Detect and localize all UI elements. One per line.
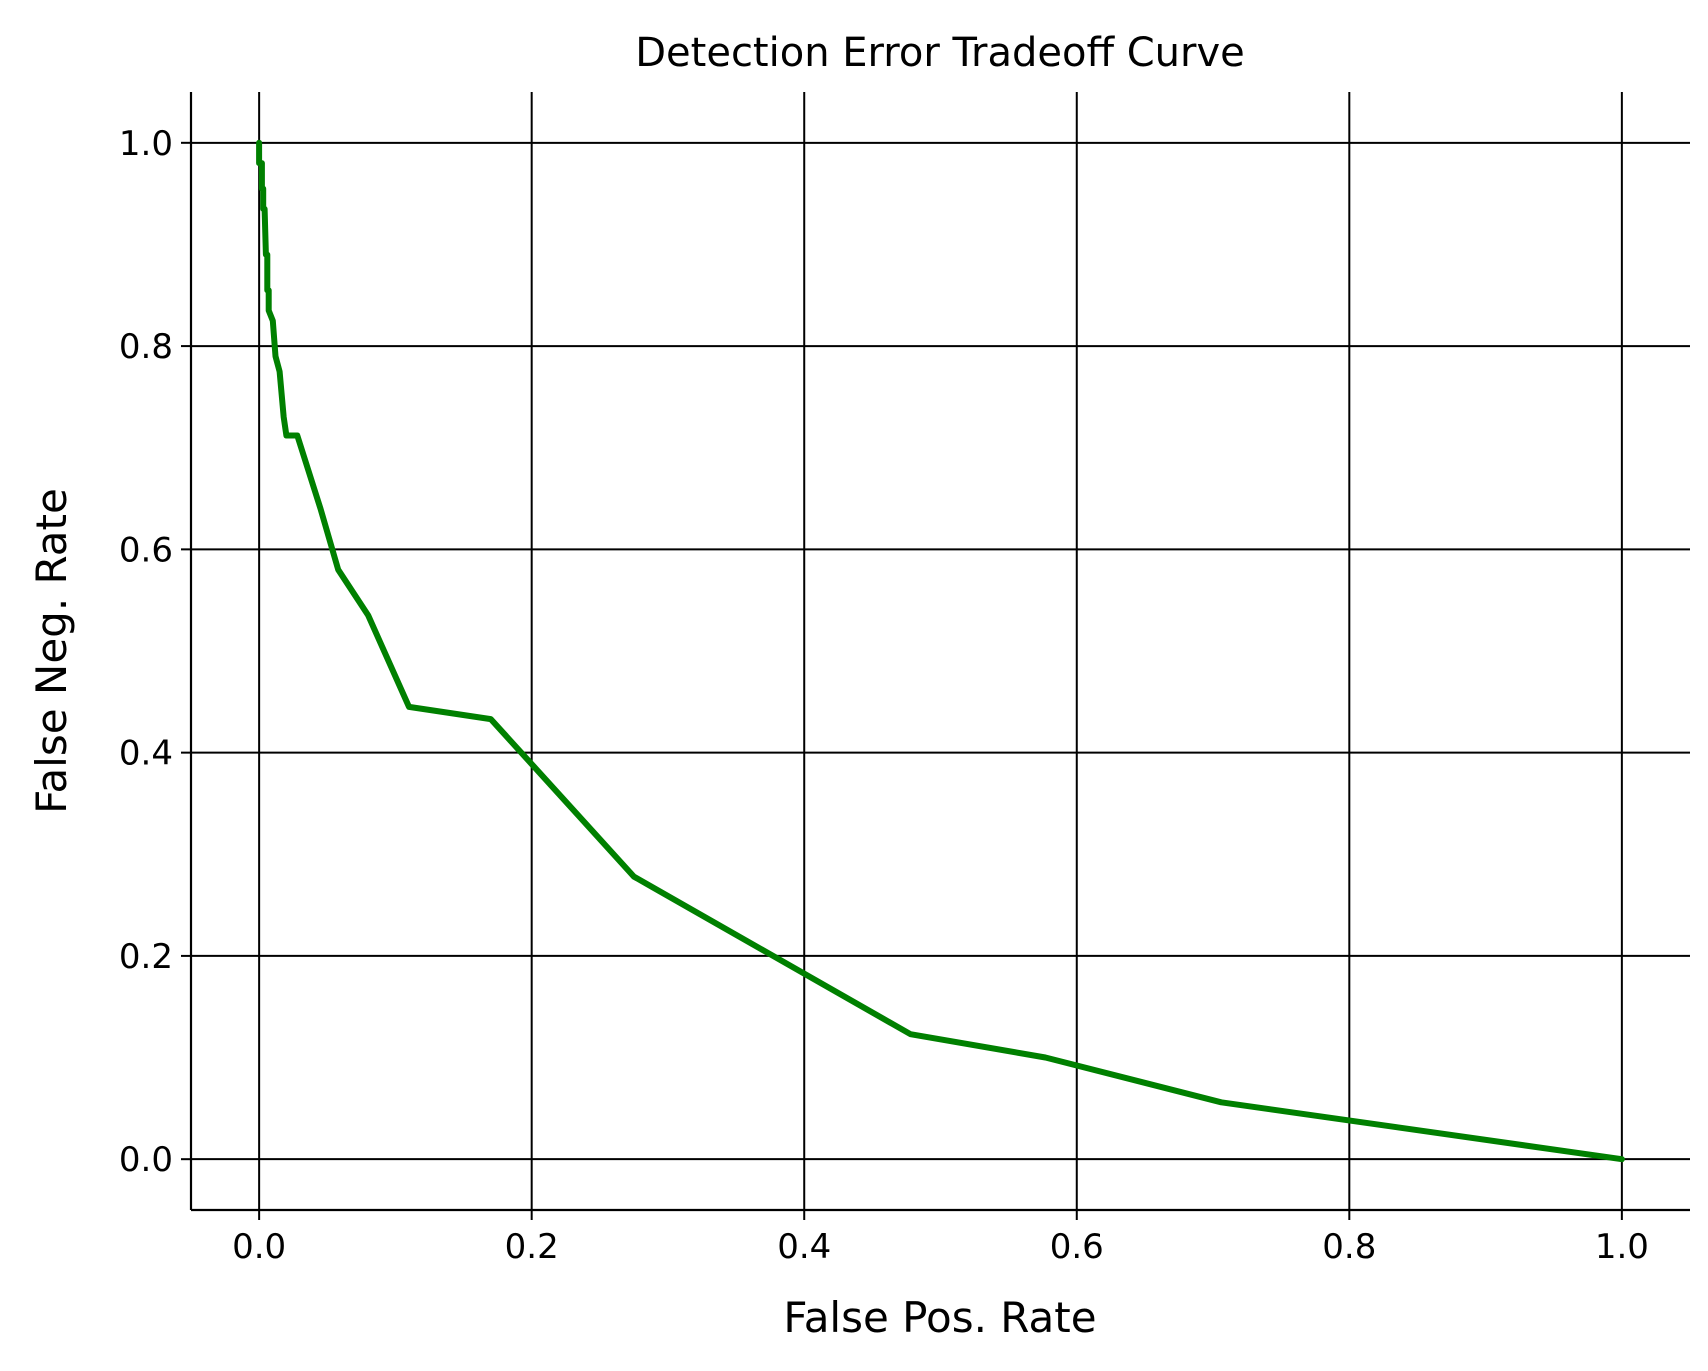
y-tick-label: 0.6 xyxy=(119,530,173,570)
x-tick-label: 0.0 xyxy=(232,1227,286,1267)
grid-lines xyxy=(191,92,1690,1210)
x-tick-label: 0.8 xyxy=(1322,1227,1376,1267)
y-tick-label: 1.0 xyxy=(119,124,173,164)
y-axis-label: False Neg. Rate xyxy=(27,488,76,814)
y-tick-label: 0.4 xyxy=(119,734,173,774)
x-axis-label: False Pos. Rate xyxy=(783,1293,1096,1342)
chart-title: Detection Error Tradeoff Curve xyxy=(635,30,1245,76)
y-tick-label: 0.8 xyxy=(119,327,173,367)
x-tick-label: 0.6 xyxy=(1050,1227,1104,1267)
axes xyxy=(189,92,1690,1212)
series-lines xyxy=(256,139,1625,1163)
x-tick-label: 0.4 xyxy=(777,1227,831,1267)
x-tick-label: 1.0 xyxy=(1595,1227,1649,1267)
det-curve-line xyxy=(256,139,1625,1163)
y-tick-label: 0.2 xyxy=(119,937,173,977)
tick-marks: 0.0 0.2 0.4 0.6 0.8 1.0 0.0 0.2 0.4 0.6 0.8 1.0 xyxy=(119,124,1649,1267)
x-tick-label: 0.2 xyxy=(505,1227,559,1267)
y-tick-label: 0.0 xyxy=(119,1140,173,1180)
